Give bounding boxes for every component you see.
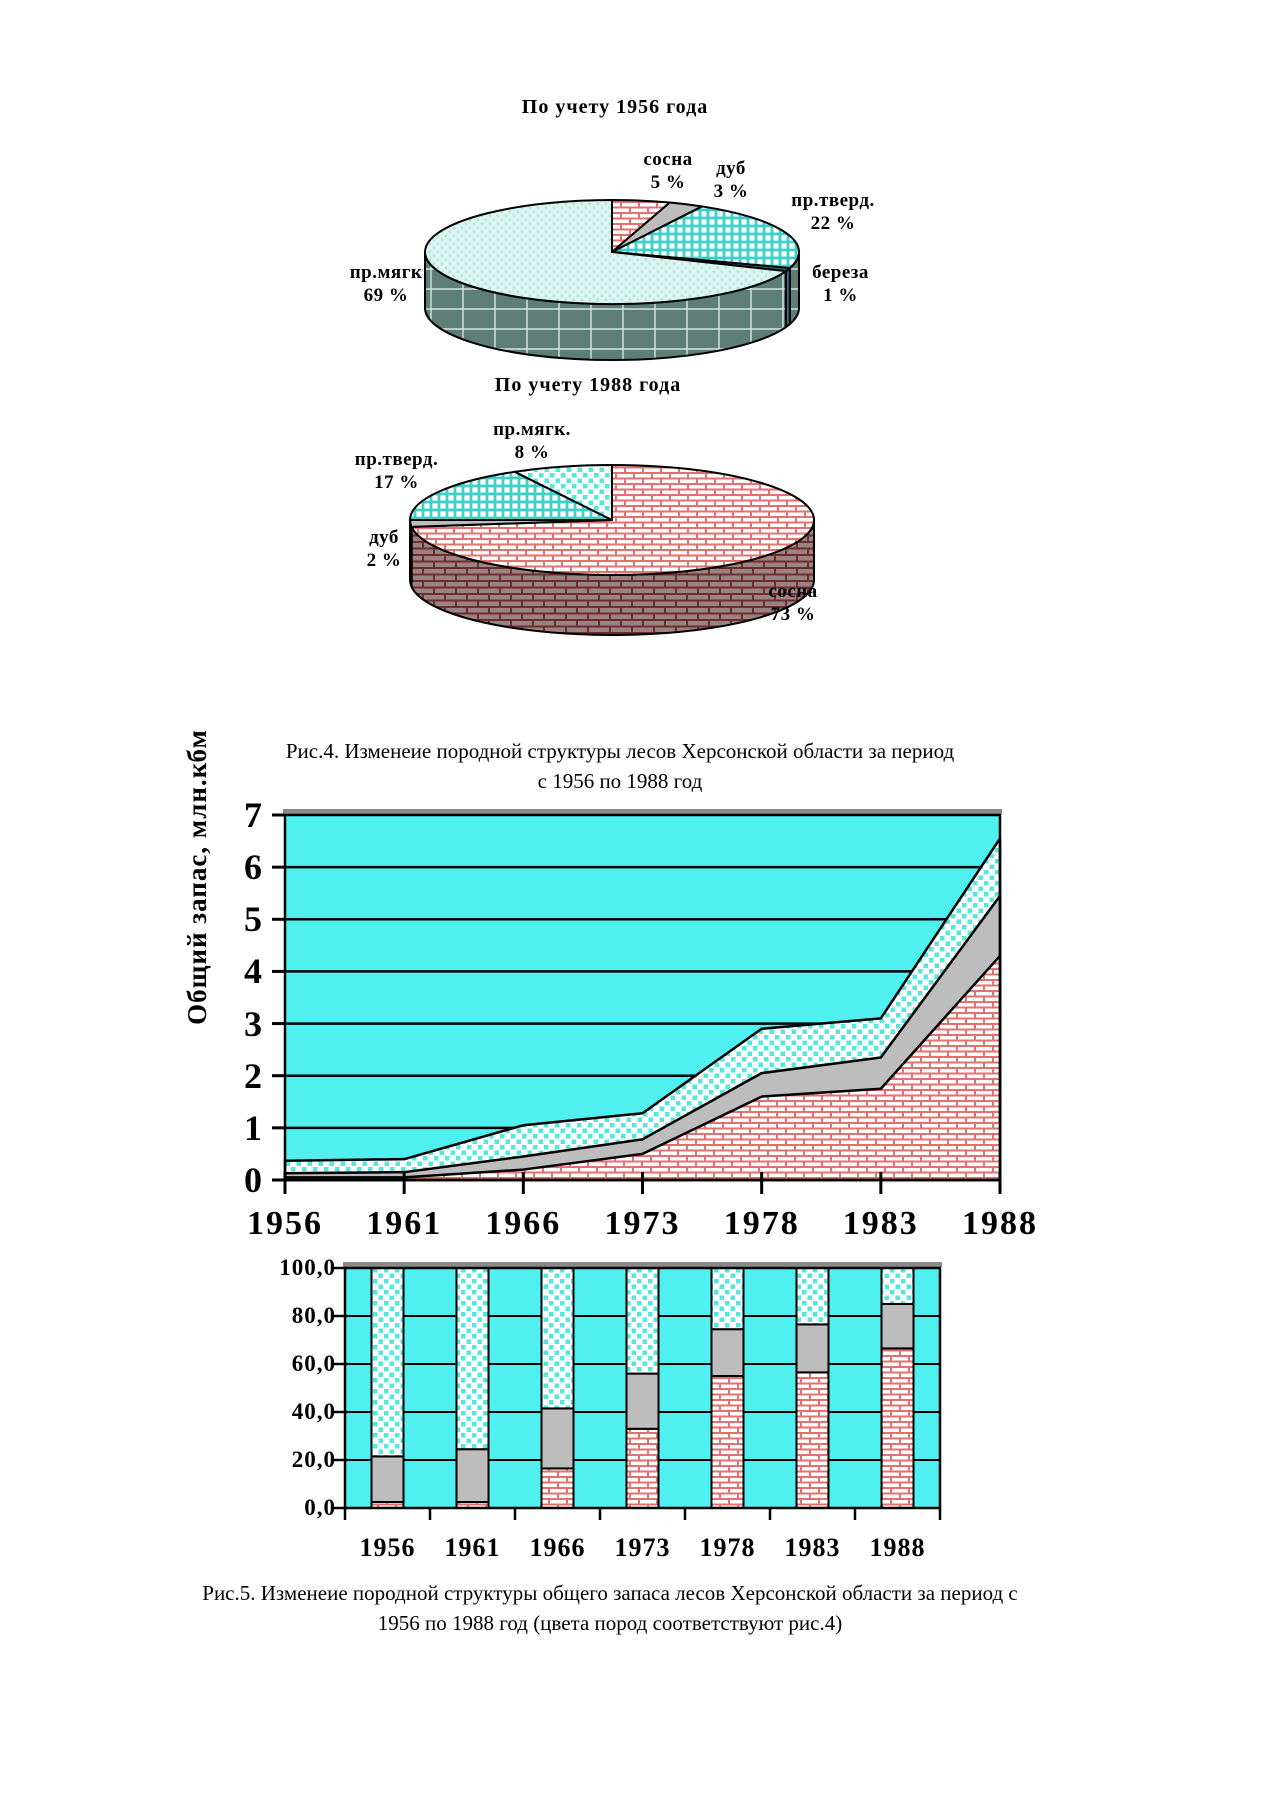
bar-ytick-60: 60,0 bbox=[291, 1351, 336, 1376]
bar-ytick-20: 20,0 bbox=[291, 1447, 336, 1472]
pie-slice-label: сосна bbox=[768, 581, 818, 602]
figure4-caption: Рис.4. Изменеие породной структуры лесов… bbox=[140, 736, 1100, 796]
pie-1988-title: По учету 1988 года bbox=[494, 374, 682, 396]
figure5-caption-line2: 1956 по 1988 год (цвета пород соответств… bbox=[377, 1611, 843, 1635]
pie-callout: сосна 5 % bbox=[628, 148, 708, 194]
pie-slice-label: пр.тверд. bbox=[354, 449, 439, 470]
bar-xtick-6: 1988 bbox=[869, 1533, 926, 1562]
area-ytick-3: 3 bbox=[244, 1003, 262, 1044]
pie-1956-title: По учету 1956 года bbox=[521, 96, 709, 118]
bar-segment-пр.мягк-1988 bbox=[880, 1267, 915, 1305]
area-xtick-3: 1973 bbox=[604, 1205, 681, 1242]
pie-slice-label: дуб bbox=[369, 527, 399, 548]
area-ytick-4: 4 bbox=[244, 951, 262, 992]
bar-segment-дуб-1973 bbox=[625, 1372, 660, 1430]
bar-segment-пр.мягк-1983 bbox=[795, 1267, 830, 1326]
bar-segment-сосна-1966 bbox=[540, 1467, 575, 1509]
pie-callout: пр.мягк 69 % bbox=[336, 261, 436, 307]
area-chart bbox=[272, 809, 1002, 1194]
area-ytick-0: 0 bbox=[244, 1160, 262, 1200]
figure5-caption: Рис.5. Изменеие породной структуры общег… bbox=[110, 1578, 1110, 1638]
bar-segment-пр.мягк-1961 bbox=[455, 1267, 490, 1451]
pie-slice-pct: 22 % bbox=[810, 213, 856, 234]
bar-segment-сосна-1978 bbox=[710, 1375, 745, 1509]
pie-slice-pct: 1 % bbox=[823, 285, 858, 306]
area-xtick-2: 1966 bbox=[485, 1205, 562, 1242]
bar-segment-пр.мягк-1978 bbox=[710, 1267, 745, 1331]
bar-xtick-4: 1978 bbox=[699, 1533, 756, 1562]
bar-xtick-3: 1973 bbox=[614, 1533, 671, 1562]
pie-callout: пр.мягк. 8 % bbox=[486, 418, 578, 464]
pie-slice-label: пр.мягк bbox=[349, 262, 423, 283]
bar-segment-пр.мягк-1956 bbox=[370, 1267, 405, 1458]
pie-slice-пр.мягк bbox=[424, 199, 787, 305]
pie-slice-label: сосна bbox=[643, 149, 693, 170]
bar-segment-сосна-1973 bbox=[625, 1427, 660, 1509]
bar-segment-дуб-1956 bbox=[370, 1455, 405, 1503]
figure4-caption-line2: с 1956 по 1988 год bbox=[537, 769, 703, 793]
bar-segment-дуб-1978 bbox=[710, 1328, 745, 1377]
pie-callout: дуб 3 % bbox=[702, 157, 760, 203]
pie-slice-pct: 73 % bbox=[770, 604, 816, 625]
stacked-bar-chart bbox=[333, 1262, 942, 1520]
bar-xtick-2: 1966 bbox=[529, 1533, 586, 1562]
bar-segment-сосна-1983 bbox=[795, 1371, 830, 1510]
pie-slice-pct: 5 % bbox=[650, 172, 686, 193]
bar-ytick-40: 40,0 bbox=[291, 1399, 336, 1424]
pie-slice-label: пр.мягк. bbox=[493, 419, 571, 440]
pie-slice-label: пр.тверд. bbox=[791, 190, 875, 211]
bar-ytick-100: 100,0 bbox=[279, 1255, 336, 1280]
pie-callout: сосна 73 % bbox=[752, 580, 834, 626]
pie-1956-chart bbox=[424, 199, 800, 361]
figure5-caption-line1: Рис.5. Изменеие породной структуры общег… bbox=[202, 1581, 1018, 1605]
area-xtick-1: 1961 bbox=[366, 1205, 443, 1242]
pie-callout: пр.тверд. 22 % bbox=[778, 189, 888, 235]
bar-xtick-0: 1956 bbox=[359, 1533, 416, 1562]
pie-slice-pct: 8 % bbox=[514, 442, 550, 463]
area-ytick-7: 7 bbox=[244, 795, 262, 835]
bar-xtick-1: 1961 bbox=[444, 1533, 501, 1562]
pie-slice-label: дуб bbox=[716, 158, 746, 179]
area-xtick-0: 1956 bbox=[247, 1205, 323, 1242]
area-xtick-6: 1988 bbox=[962, 1205, 1038, 1242]
pie-slice-пр.тверд. bbox=[409, 470, 613, 521]
area-ytick-5: 5 bbox=[244, 899, 262, 940]
area-ytick-2: 2 bbox=[244, 1055, 262, 1096]
pie-slice-label: береза bbox=[812, 262, 869, 283]
bar-segment-дуб-1966 bbox=[540, 1407, 575, 1470]
pie-slice-pct: 3 % bbox=[713, 181, 749, 202]
area-xtick-5: 1983 bbox=[842, 1205, 919, 1242]
figure4-caption-line1: Рис.4. Изменеие породной структуры лесов… bbox=[285, 739, 955, 763]
bar-ytick-80: 80,0 bbox=[291, 1303, 336, 1328]
pie-slice-pct: 17 % bbox=[374, 472, 419, 493]
pie-slice-пр.мягк. bbox=[513, 464, 613, 521]
bar-segment-пр.мягк-1966 bbox=[540, 1267, 575, 1410]
area-ytick-6: 6 bbox=[244, 847, 262, 888]
bar-segment-дуб-1983 bbox=[795, 1323, 830, 1374]
area-xtick-4: 1978 bbox=[723, 1205, 800, 1242]
pie-slice-пр.тверд. bbox=[611, 205, 800, 270]
pie-1988-chart bbox=[409, 464, 815, 636]
pie-callout: береза 1 % bbox=[793, 261, 888, 307]
pie-slice-pct: 2 % bbox=[366, 550, 402, 571]
bar-segment-сосна-1988 bbox=[880, 1347, 915, 1510]
area-ytick-1: 1 bbox=[244, 1107, 262, 1148]
bar-segment-дуб-1961 bbox=[455, 1448, 490, 1503]
bar-ytick-0: 0,0 bbox=[304, 1495, 336, 1520]
bar-xtick-5: 1983 bbox=[784, 1533, 841, 1562]
bar-segment-дуб-1988 bbox=[880, 1303, 915, 1350]
pie-callout: дуб 2 % bbox=[350, 526, 418, 572]
pie-slice-pct: 69 % bbox=[363, 285, 409, 306]
pie-callout: пр.тверд. 17 % bbox=[344, 448, 449, 494]
bar-segment-пр.мягк-1973 bbox=[625, 1267, 660, 1375]
